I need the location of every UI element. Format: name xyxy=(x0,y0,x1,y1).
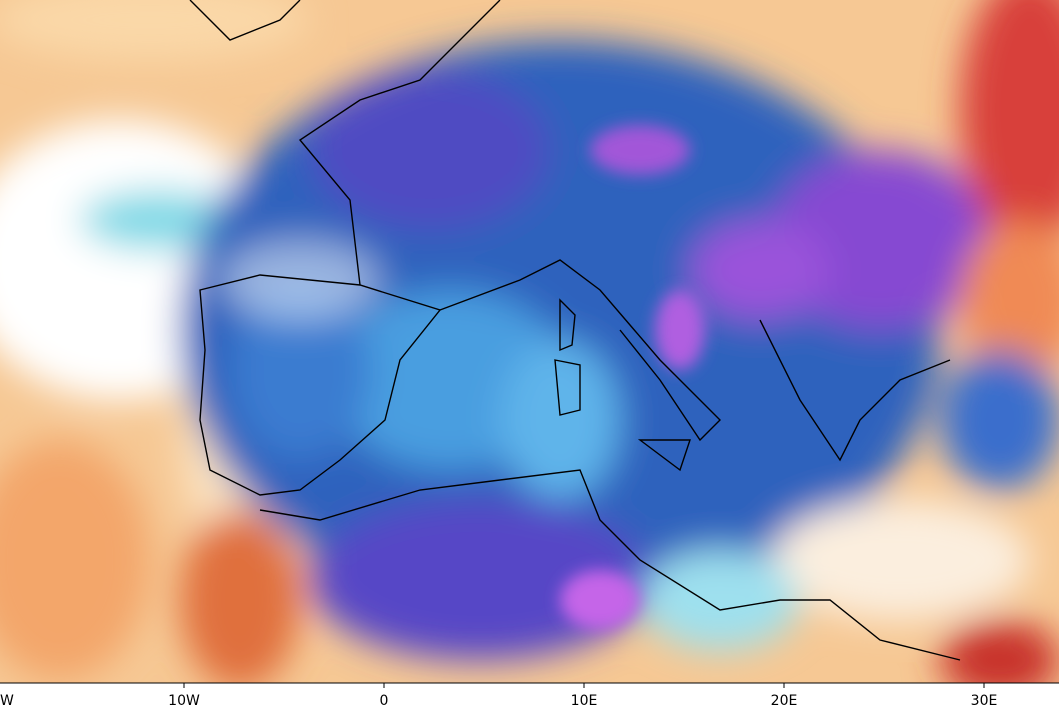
longitude-label: 30E xyxy=(971,693,998,709)
coastlines xyxy=(189,0,961,661)
tick-marks xyxy=(183,683,985,688)
longitude-label: 20E xyxy=(771,693,798,709)
longitude-label: 10E xyxy=(571,693,598,709)
longitude-label: W xyxy=(0,693,14,709)
longitude-label: 10W xyxy=(168,693,200,709)
axis-strip xyxy=(0,683,1059,711)
longitude-label: 0 xyxy=(380,693,389,709)
